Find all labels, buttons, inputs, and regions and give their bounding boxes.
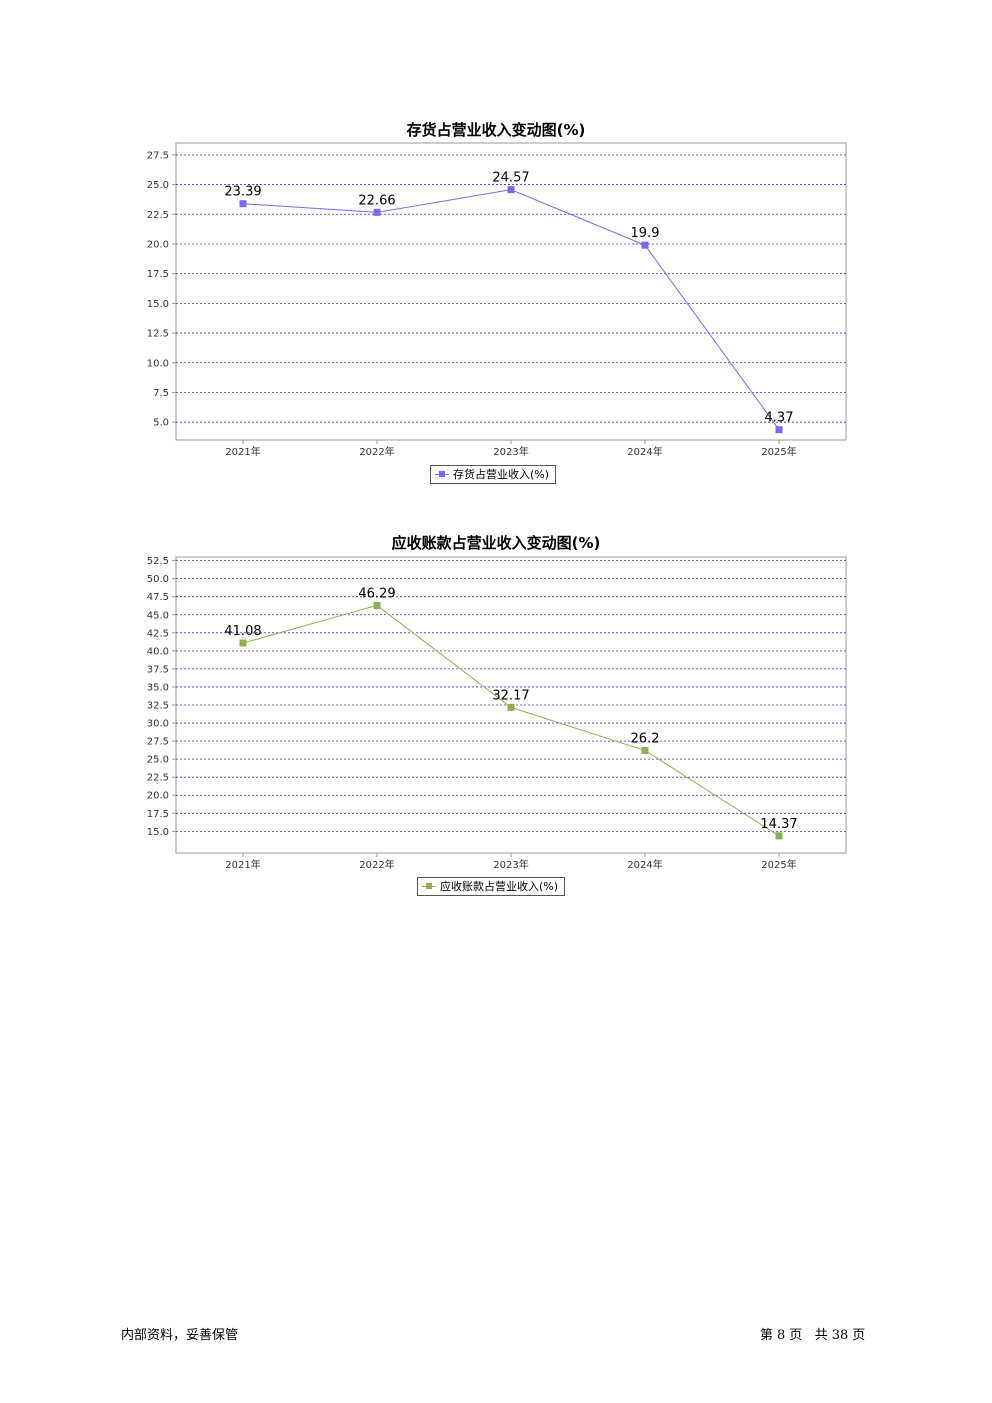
chart-1-legend: 存货占营业收入(%)	[430, 465, 557, 484]
y-tick-label: 47.5	[147, 592, 169, 603]
x-tick-label: 2022年	[359, 445, 394, 458]
data-point	[507, 703, 515, 711]
footer-total-unit: 页	[852, 1328, 866, 1343]
data-point	[239, 200, 247, 208]
data-label: 19.9	[631, 226, 660, 241]
chart-2-legend-swatch	[422, 878, 436, 895]
data-point	[239, 639, 247, 647]
x-tick-label: 2025年	[761, 445, 796, 458]
x-tick-label: 2021年	[225, 858, 260, 871]
y-tick-label: 27.5	[147, 150, 169, 161]
y-tick-label: 15.0	[147, 299, 169, 310]
data-label: 46.29	[358, 586, 395, 601]
y-tick-label: 20.0	[147, 239, 169, 250]
data-point	[507, 186, 515, 194]
y-tick-label: 30.0	[147, 719, 169, 730]
x-tick-label: 2023年	[493, 445, 528, 458]
y-tick-label: 40.0	[147, 646, 169, 657]
data-label: 22.66	[358, 193, 395, 208]
data-point	[373, 208, 381, 216]
x-tick-label: 2025年	[761, 858, 796, 871]
y-tick-label: 35.0	[147, 682, 169, 693]
data-point	[775, 426, 783, 434]
chart-1-legend-label: 存货占营业收入(%)	[453, 468, 550, 481]
y-tick-label: 5.0	[153, 418, 169, 429]
y-tick-label: 17.5	[147, 809, 169, 820]
data-point	[641, 241, 649, 249]
data-label: 24.57	[492, 171, 529, 186]
y-tick-label: 7.5	[153, 388, 169, 399]
y-tick-label: 25.0	[147, 755, 169, 766]
data-label: 26.2	[631, 731, 660, 746]
y-tick-label: 17.5	[147, 269, 169, 280]
y-tick-label: 10.0	[147, 358, 169, 369]
y-tick-label: 20.0	[147, 791, 169, 802]
footer-page-unit: 页	[789, 1328, 803, 1343]
footer-total-prefix: 共	[814, 1328, 828, 1343]
y-tick-label: 42.5	[147, 628, 169, 639]
x-tick-label: 2024年	[627, 858, 662, 871]
y-tick-label: 22.5	[147, 773, 169, 784]
x-tick-label: 2023年	[493, 858, 528, 871]
chart-2-svg: 15.0 17.5 20.0 22.5 25.0 27.5 30.0 32.5 35.0 37.5…	[147, 556, 847, 871]
footer-confidential-note: 内部资料，妥善保管	[121, 1328, 239, 1343]
data-point	[373, 601, 381, 609]
chart-2-legend-label: 应收账款占营业收入(%)	[440, 880, 559, 893]
data-label: 41.08	[224, 624, 261, 639]
footer-total-pages: 38	[831, 1328, 849, 1343]
chart-2-legend: 应收账款占营业收入(%)	[417, 877, 566, 896]
y-tick-label: 32.5	[147, 701, 169, 712]
x-tick-label: 2024年	[627, 445, 662, 458]
chart-1-legend-swatch	[435, 466, 449, 483]
y-tick-label: 37.5	[147, 664, 169, 675]
y-tick-label: 27.5	[147, 737, 169, 748]
chart-2-title: 应收账款占营业收入变动图(%)	[391, 534, 601, 552]
data-point	[641, 746, 649, 754]
chart-1-title: 存货占营业收入变动图(%)	[406, 121, 586, 139]
data-label: 4.37	[765, 411, 794, 426]
data-label: 23.39	[224, 185, 261, 200]
data-label: 32.17	[492, 688, 529, 703]
y-tick-label: 52.5	[147, 556, 169, 567]
y-tick-label: 22.5	[147, 210, 169, 221]
footer-page-prefix: 第	[760, 1328, 774, 1343]
y-tick-label: 15.0	[147, 827, 169, 838]
x-tick-label: 2022年	[359, 858, 394, 871]
data-point	[775, 832, 783, 840]
y-tick-label: 12.5	[147, 329, 169, 340]
x-tick-label: 2021年	[225, 445, 260, 458]
y-tick-label: 25.0	[147, 180, 169, 191]
y-tick-label: 45.0	[147, 610, 169, 621]
chart-1-svg: 5.0 7.5 10.0 12.5 15.0 17.5 20.0 22.5 25.0 27.5 20…	[147, 142, 847, 458]
y-tick-label: 50.0	[147, 574, 169, 585]
footer-page-number: 8	[777, 1328, 786, 1343]
data-label: 14.37	[760, 817, 797, 832]
